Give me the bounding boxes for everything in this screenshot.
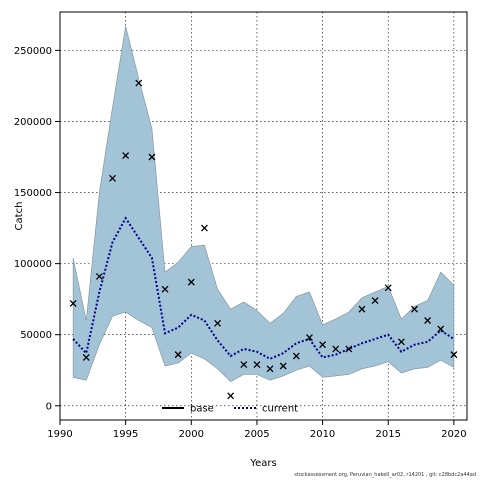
- y-axis: 0 50000 100000 150000 200000 250000: [14, 46, 60, 412]
- legend-base-label: base: [190, 404, 214, 415]
- x-tick-label: 2015: [375, 429, 400, 440]
- y-tick-label: 250000: [14, 46, 52, 57]
- series-line-current: [72, 216, 455, 360]
- x-axis-label: Years: [249, 458, 276, 469]
- data-point: [253, 361, 261, 369]
- x-tick-label: 2020: [441, 429, 466, 440]
- data-point: [319, 341, 327, 349]
- data-point: [292, 352, 300, 360]
- x-tick-label: 1995: [113, 429, 138, 440]
- data-point: [174, 351, 182, 359]
- x-tick-label: 1990: [47, 429, 72, 440]
- data-point: [82, 353, 90, 361]
- observation-markers: [69, 79, 458, 400]
- x-tick-label: 2010: [310, 429, 335, 440]
- data-point: [424, 317, 432, 324]
- data-point: [358, 305, 366, 313]
- y-tick-label: 200000: [14, 117, 52, 128]
- data-point: [305, 334, 313, 342]
- y-tick-label: 100000: [14, 259, 52, 270]
- data-point: [200, 224, 208, 232]
- data-point: [109, 174, 116, 182]
- plot-frame: [59, 11, 468, 421]
- data-point: [266, 365, 274, 373]
- y-tick-label: 50000: [20, 330, 52, 341]
- y-tick-label: 150000: [14, 188, 52, 199]
- footer-credit: stockassessment.org, Peruvian_hakeII_ar0…: [294, 472, 476, 478]
- y-tick-label: 0: [46, 401, 52, 412]
- data-point: [332, 345, 340, 353]
- data-point: [411, 305, 418, 313]
- y-axis-label: Catch: [14, 202, 25, 231]
- data-point: [397, 338, 405, 346]
- data-point: [450, 351, 458, 359]
- data-point: [437, 325, 445, 333]
- confidence-band: [72, 26, 455, 382]
- data-point: [122, 152, 130, 160]
- data-point: [148, 153, 156, 161]
- data-point: [187, 278, 195, 286]
- data-point: [240, 361, 248, 369]
- legend: base current: [162, 404, 298, 415]
- data-point: [161, 285, 169, 293]
- data-point: [279, 362, 287, 370]
- data-point: [371, 297, 379, 305]
- data-point: [214, 319, 222, 327]
- x-axis: 1990 1995 2000 2005 2010 2015 2020: [47, 420, 467, 440]
- data-point: [95, 272, 103, 280]
- data-point: [345, 345, 353, 353]
- data-point: [69, 299, 77, 307]
- legend-current-label: current: [262, 404, 298, 415]
- data-point: [384, 284, 392, 292]
- x-tick-label: 2005: [244, 429, 269, 440]
- data-point: [227, 392, 235, 400]
- x-tick-label: 2000: [179, 429, 204, 440]
- data-point: [135, 79, 143, 87]
